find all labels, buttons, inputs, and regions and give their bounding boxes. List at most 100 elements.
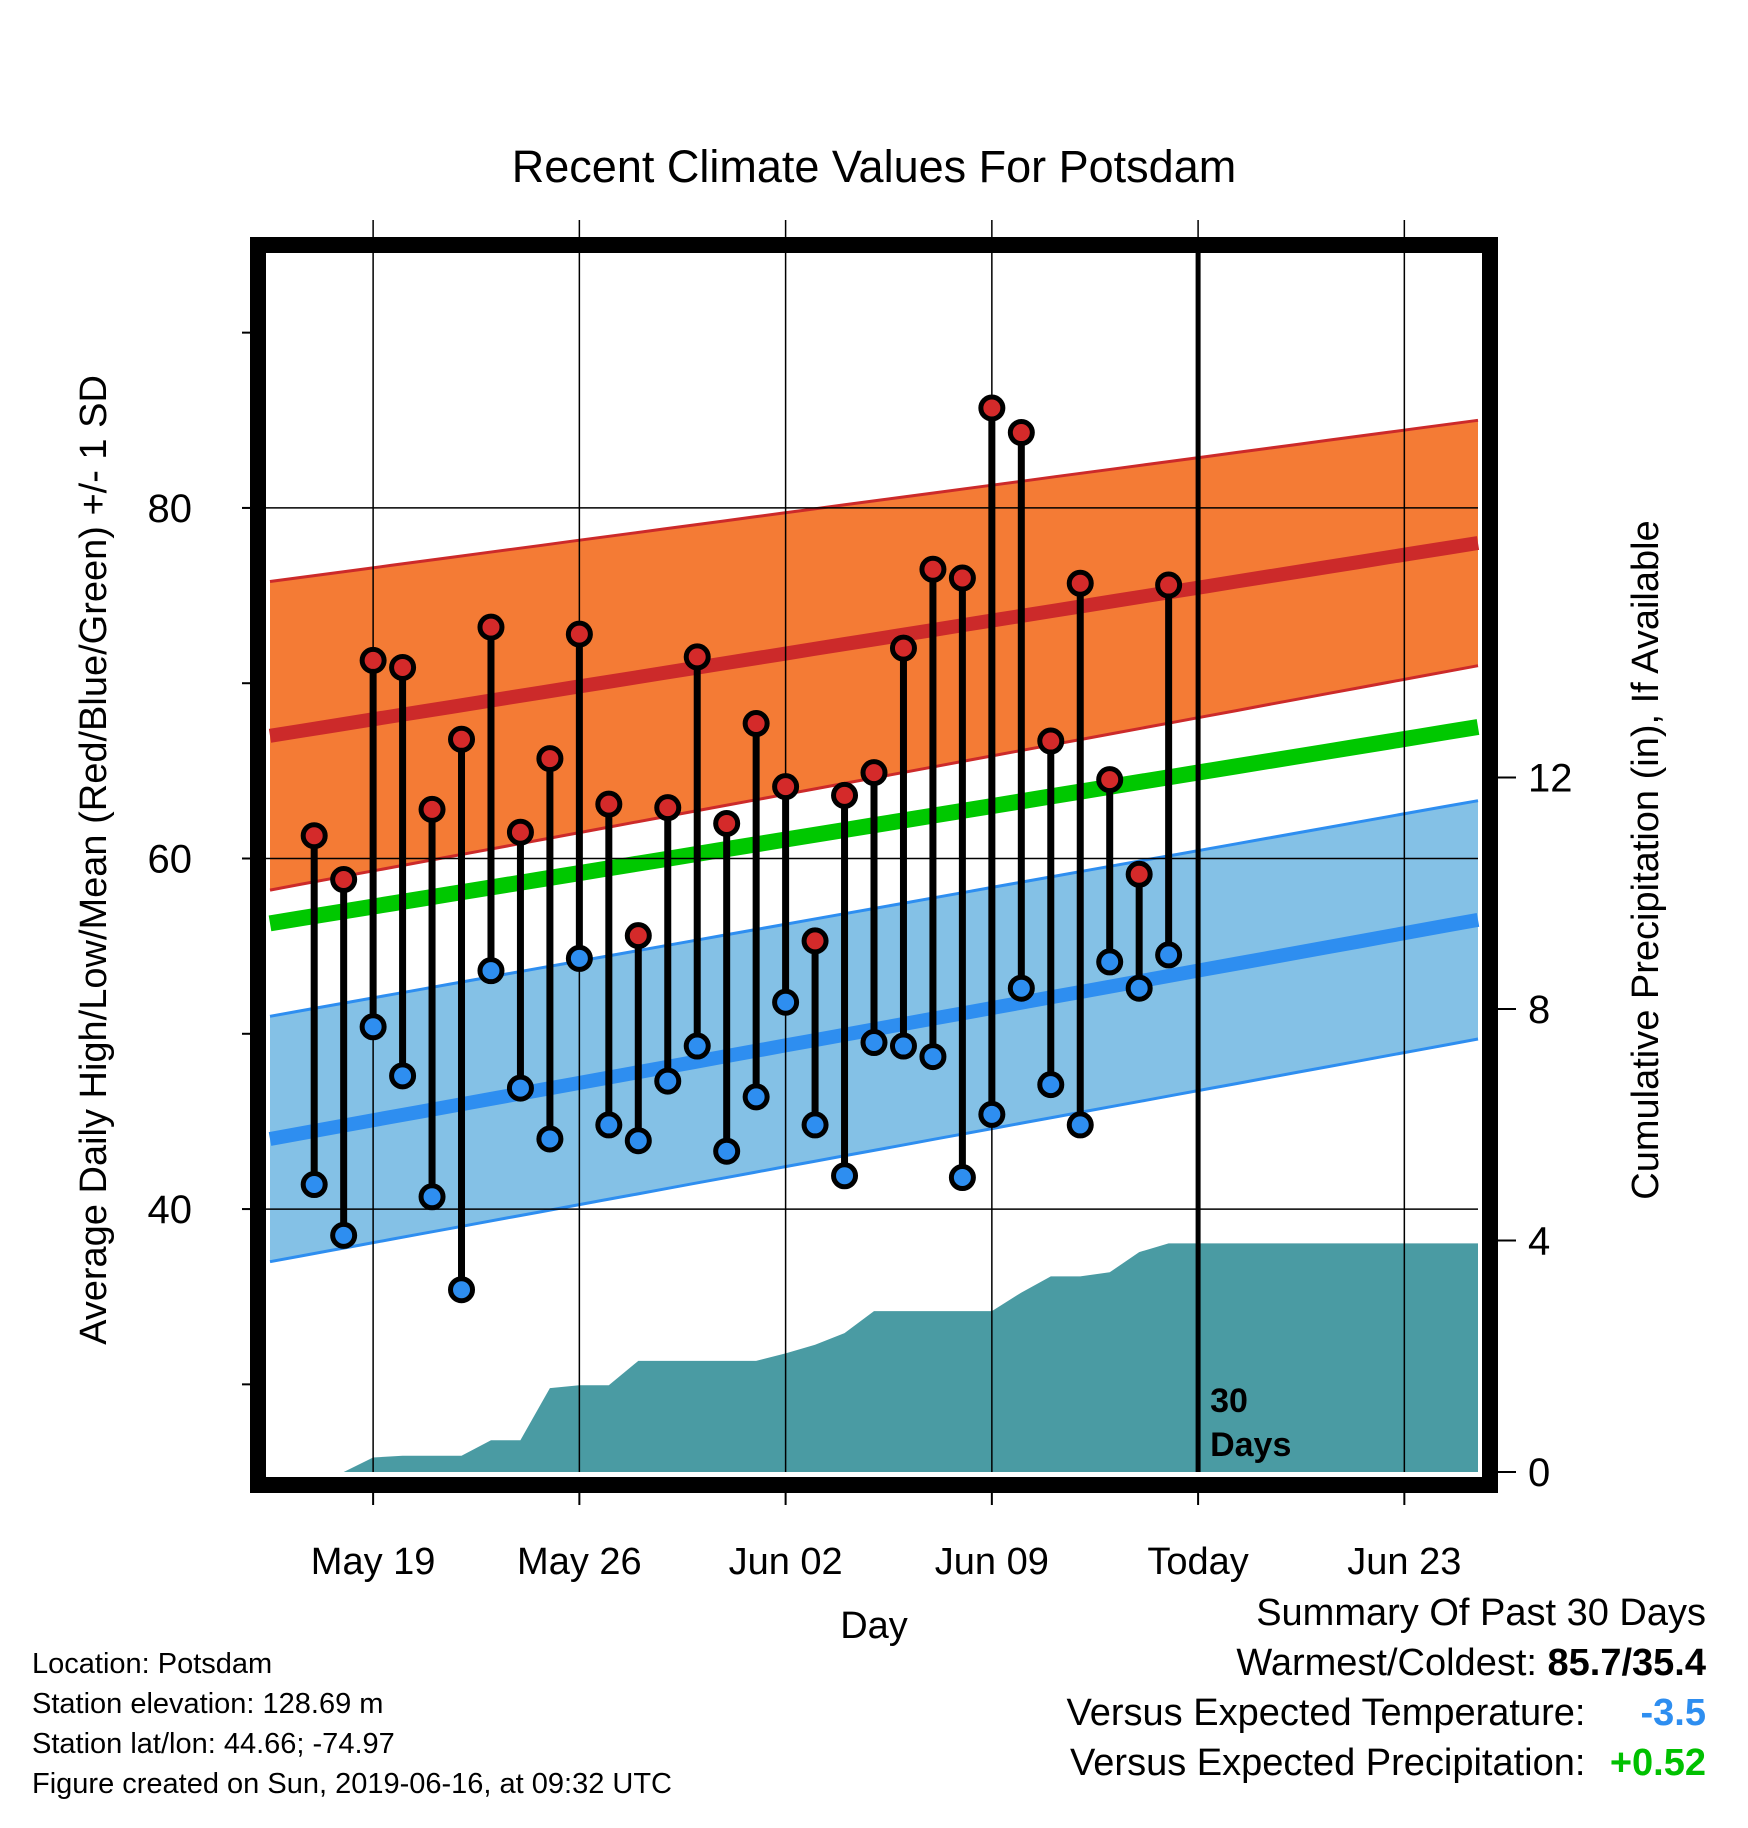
daily-high-point	[1007, 419, 1035, 447]
daily-high-point	[624, 922, 652, 950]
daily-high-point	[801, 927, 829, 955]
daily-high-point	[831, 781, 859, 809]
daily-low-point	[477, 957, 505, 985]
daily-high-point	[595, 790, 623, 818]
daily-high-point	[772, 773, 800, 801]
axes-layer: May 19 May 26 Jun 02 Jun 09 Today Jun 2340608…	[148, 331, 1573, 1583]
x-tick-label: May 26	[517, 1541, 642, 1583]
cumulative-precip-area	[314, 1243, 1479, 1472]
high-sd-band	[270, 420, 1478, 891]
daily-low-point	[919, 1043, 947, 1071]
daily-high-point	[418, 795, 446, 823]
daily-low-point	[860, 1029, 888, 1057]
y-left-tick-label: 80	[148, 487, 193, 531]
y-left-tick-label: 40	[148, 1188, 193, 1232]
daily-high-point	[860, 759, 888, 787]
x-tick-label: Today	[1147, 1541, 1248, 1583]
daily-high-point	[330, 866, 358, 894]
x-tick-label: Jun 23	[1347, 1541, 1461, 1583]
daily-low-point	[772, 988, 800, 1016]
precipitation-layer	[314, 1243, 1479, 1472]
daily-low-point	[831, 1162, 859, 1190]
daily-low-point	[1037, 1071, 1065, 1099]
daily-low-point	[536, 1125, 564, 1153]
plot-frame	[250, 237, 1498, 1493]
today-days-label-word: Days	[1210, 1426, 1291, 1464]
daily-high-point	[300, 822, 328, 850]
daily-high-point	[713, 809, 741, 837]
daily-low-point	[1096, 948, 1124, 976]
daily-high-point	[889, 634, 917, 662]
daily-high-point	[448, 725, 476, 753]
x-axis-label: Day	[840, 1605, 908, 1647]
daily-high-point	[359, 646, 387, 674]
daily-low-point	[1125, 974, 1153, 1002]
today-days-label-number: 30	[1210, 1382, 1248, 1420]
daily-low-point	[1007, 974, 1035, 1002]
precip-departure-value: +0.52	[1609, 1742, 1706, 1784]
daily-high-point	[565, 620, 593, 648]
y-right-tick-label: 0	[1528, 1451, 1550, 1495]
daily-low-point	[1155, 941, 1183, 969]
summary-panel: Summary Of Past 30 Days Warmest/Coldest:…	[806, 1588, 1706, 1788]
station-location: Location: Potsdam	[32, 1648, 273, 1680]
x-tick-label: May 19	[311, 1541, 436, 1583]
high-upper-sd-line	[269, 418, 1479, 583]
low-lower-sd-line	[269, 1037, 1479, 1264]
summary-temp-departure: Versus Expected Temperature: -3.5	[806, 1688, 1706, 1738]
daily-low-point	[713, 1137, 741, 1165]
daily-low-point	[359, 1013, 387, 1041]
daily-low-point	[889, 1032, 917, 1060]
daily-low-point	[389, 1062, 417, 1090]
summary-title: Summary Of Past 30 Days	[1256, 1592, 1706, 1634]
station-info: Location: Potsdam Station elevation: 128…	[32, 1644, 672, 1804]
temp-departure-label: Versus Expected Temperature:	[1066, 1692, 1586, 1734]
daily-high-point	[536, 745, 564, 773]
daily-high-point	[1125, 860, 1153, 888]
daily-low-point	[683, 1032, 711, 1060]
chart-title: Recent Climate Values For Potsdam	[512, 141, 1236, 192]
daily-low-point	[654, 1067, 682, 1095]
station-elevation: Station elevation: 128.69 m	[32, 1688, 384, 1720]
warmest-coldest-label: Warmest/Coldest:	[1236, 1642, 1537, 1684]
warmest-coldest-value: 85.7/35.4	[1547, 1642, 1706, 1684]
daily-low-point	[448, 1276, 476, 1304]
daily-low-point	[506, 1074, 534, 1102]
temp-departure-value: -3.5	[1640, 1692, 1706, 1734]
daily-high-point	[1066, 569, 1094, 597]
summary-warmest-coldest: Warmest/Coldest: 85.7/35.4	[806, 1638, 1706, 1688]
daily-high-point	[654, 794, 682, 822]
daily-low-point	[978, 1100, 1006, 1128]
daily-low-point	[1066, 1111, 1094, 1139]
y-left-tick-label: 60	[148, 838, 193, 882]
y-axis-left-label: Average Daily High/Low/Mean (Red/Blue/Gr…	[73, 375, 115, 1345]
daily-high-point	[978, 394, 1006, 422]
daily-high-point	[948, 564, 976, 592]
daily-low-point	[948, 1164, 976, 1192]
y-right-tick-label: 4	[1528, 1219, 1550, 1263]
daily-high-point	[1096, 766, 1124, 794]
daily-high-point	[506, 818, 534, 846]
station-latlon: Station lat/lon: 44.66; -74.97	[32, 1728, 395, 1760]
daily-low-point	[330, 1221, 358, 1249]
y-right-tick-label: 12	[1528, 756, 1573, 800]
daily-low-point	[742, 1083, 770, 1111]
x-tick-label: Jun 02	[729, 1541, 843, 1583]
x-tick-label: Jun 09	[935, 1541, 1049, 1583]
daily-observations-layer	[300, 394, 1183, 1304]
y-axis-right-label: Cumulative Precipitation (in), If Availa…	[1625, 520, 1667, 1199]
today-marker-layer: 30 Days	[1195, 237, 1291, 1472]
daily-low-point	[801, 1111, 829, 1139]
daily-high-point	[742, 710, 770, 738]
daily-low-point	[624, 1127, 652, 1155]
high-normal-line	[268, 536, 1480, 743]
figure-created: Figure created on Sun, 2019-06-16, at 09…	[32, 1768, 672, 1800]
daily-low-point	[418, 1183, 446, 1211]
precip-departure-label: Versus Expected Precipitation:	[1070, 1742, 1586, 1784]
daily-high-point	[683, 643, 711, 671]
frame-layer	[250, 237, 1498, 1493]
daily-high-point	[1155, 571, 1183, 599]
daily-low-point	[300, 1171, 328, 1199]
daily-high-point	[1037, 727, 1065, 755]
